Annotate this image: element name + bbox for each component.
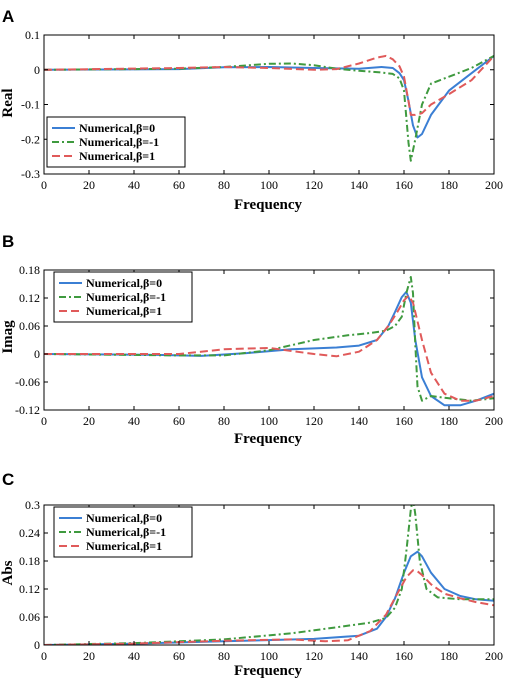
panel-a-xtick-label: 100	[260, 178, 278, 192]
panel-a-ytick-label: 0.1	[25, 28, 40, 42]
panel-c-ytick-label: 0.12	[19, 582, 40, 596]
panel-a-legend-label-1: Numerical,β=-1	[79, 135, 159, 149]
panel-c-xtick-label: 0	[41, 649, 47, 663]
panel-b-plot: 0 20 40 60 80 100 120 140 160 180 200 -0.12 -0.06 0 0.…	[15, 263, 503, 428]
panel-b-ytick-label: 0.06	[19, 319, 40, 333]
panel-b-ytick-label: 0	[34, 347, 40, 361]
panel-a-xtick-label: 180	[440, 178, 458, 192]
panel-c-xtick-label: 120	[305, 649, 323, 663]
panel-a-xlabel: Frequency	[234, 197, 303, 213]
panel-c-xtick-label: 180	[440, 649, 458, 663]
panel-c-ylabel: Abs	[0, 560, 16, 585]
panel-b-xtick-label: 100	[260, 414, 278, 428]
panel-b-xlabel: Frequency	[234, 431, 303, 447]
panel-a-ytick-label: 0	[34, 63, 40, 77]
panel-a-legend-label-2: Numerical,β=1	[79, 149, 155, 163]
panel-a-series-1-line	[44, 55, 494, 162]
panel-b-xtick-label: 180	[440, 414, 458, 428]
panel-c-xtick-label: 200	[485, 649, 503, 663]
panel-a-ytick-label: -0.1	[21, 98, 40, 112]
panel-c-xtick-label: 140	[350, 649, 368, 663]
panel-c-xtick-label: 100	[260, 649, 278, 663]
panel-b-xtick-label: 120	[305, 414, 323, 428]
panel-b-xtick-label: 40	[128, 414, 140, 428]
panel-c-xtick-label: 40	[128, 649, 140, 663]
panel-c-plot: 0 20 40 60 80 100 120 140 160 180 200 0 0.06 0.12 0.18…	[19, 498, 503, 663]
panel-a-legend-box	[46, 116, 186, 168]
panel-a-xtick-label: 40	[128, 178, 140, 192]
panel-c-legend-label-0: Numerical,β=0	[86, 511, 162, 525]
panel-b-xtick-label: 20	[83, 414, 95, 428]
panel-c-series-0-line	[44, 550, 494, 645]
panel-b-legend-label-2: Numerical,β=1	[86, 304, 162, 318]
panel-b-xtick-label: 60	[173, 414, 185, 428]
panel-c-ytick-label: 0.24	[19, 526, 40, 540]
panel-b-ytick-label: 0.12	[19, 291, 40, 305]
panel-b-legend-label-1: Numerical,β=-1	[86, 290, 166, 304]
panel-a-ylabel: Real	[0, 88, 16, 117]
panel-a-xtick-label: 0	[41, 178, 47, 192]
panel-a-xtick-label: 140	[350, 178, 368, 192]
panel-a-ytick-label: -0.3	[21, 167, 40, 181]
panel-c-xtick-label: 80	[218, 649, 230, 663]
panel-b-letter: B	[2, 232, 14, 251]
panel-c-legend-label-2: Numerical,β=1	[86, 539, 162, 553]
panel-b-ytick-label: -0.12	[15, 403, 40, 417]
panel-c-xlabel: Frequency	[234, 663, 303, 679]
panel-c: C 0 20 40 60 80 100 120 140 160 180 200 0 0.06 0.12 0.…	[0, 470, 503, 679]
panel-c-series-2-line	[44, 569, 494, 645]
panel-c-ytick-label: 0.06	[19, 610, 40, 624]
panel-c-xtick-label: 60	[173, 649, 185, 663]
panel-a-plot: 0 20 40 60 80 100 120 140 160 180 200 -0.3 -0.2 -0.1 0…	[21, 28, 503, 192]
panel-b-ylabel: Imag	[0, 320, 16, 354]
panel-a-xtick-label: 160	[395, 178, 413, 192]
panel-c-letter: C	[2, 470, 14, 489]
panel-c-ytick-label: 0	[34, 638, 40, 652]
panel-b-series-2-line	[44, 294, 494, 402]
panel-a-xtick-label: 20	[83, 178, 95, 192]
panel-b-xtick-label: 200	[485, 414, 503, 428]
panel-b-xtick-label: 140	[350, 414, 368, 428]
panel-a-series-2-line	[44, 54, 494, 116]
panel-b-ytick-label: 0.18	[19, 263, 40, 277]
panel-c-xtick-label: 160	[395, 649, 413, 663]
panel-a-ytick-label: -0.2	[21, 132, 40, 146]
panel-b-legend-box	[53, 271, 193, 323]
panel-c-series-1-line	[44, 505, 494, 645]
panel-c-legend-label-1: Numerical,β=-1	[86, 525, 166, 539]
panel-b-xtick-label: 160	[395, 414, 413, 428]
panel-b-xtick-label: 0	[41, 414, 47, 428]
panel-a-letter: A	[2, 7, 14, 26]
panel-b-xtick-label: 80	[218, 414, 230, 428]
panel-c-ytick-label: 0.3	[25, 498, 40, 512]
panel-a-xtick-label: 60	[173, 178, 185, 192]
panel-a-xtick-label: 120	[305, 178, 323, 192]
panel-a: A 0 20 40 60 80 100 120 140 160 180 200 -0.3 -0.2 -0.…	[0, 7, 503, 213]
panel-c-xtick-label: 20	[83, 649, 95, 663]
panel-a-legend-label-0: Numerical,β=0	[79, 121, 155, 135]
panel-b: B 0 20 40 60 80 100 120 140 160 180 200-0.12-0.060…	[0, 232, 503, 447]
panel-b-legend-label-0: Numerical,β=0	[86, 276, 162, 290]
panel-a-xtick-label: 80	[218, 178, 230, 192]
panel-b-ytick-label: -0.06	[15, 375, 40, 389]
panel-a-xtick-label: 200	[485, 178, 503, 192]
panel-b-series-1-line	[44, 276, 494, 402]
panel-c-ytick-label: 0.18	[19, 554, 40, 568]
